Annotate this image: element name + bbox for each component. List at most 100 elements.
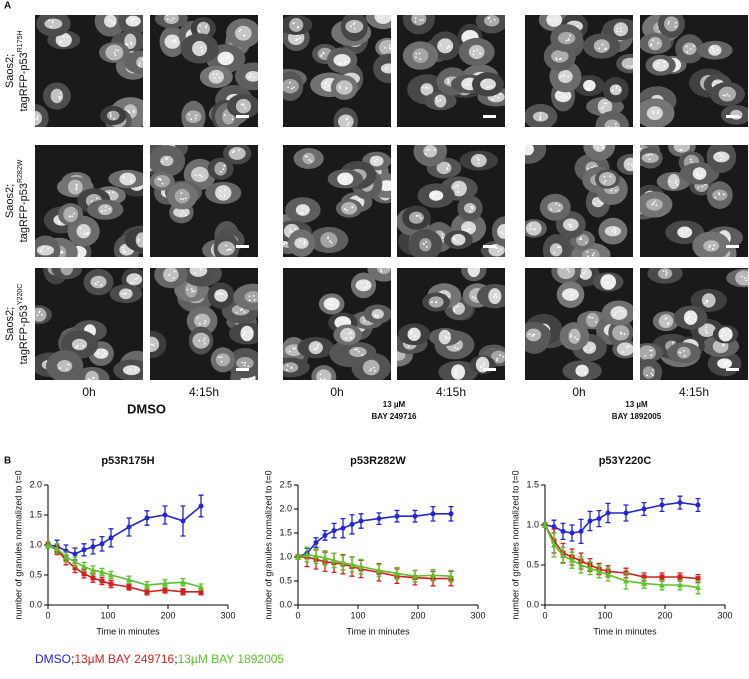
granule xyxy=(187,32,190,35)
nucleus xyxy=(208,69,225,84)
time-label: 0h xyxy=(572,385,585,399)
granule xyxy=(706,331,709,334)
granule xyxy=(109,114,112,117)
micrograph xyxy=(397,265,505,380)
granule xyxy=(85,233,88,235)
cells xyxy=(640,145,743,257)
cells xyxy=(154,15,258,127)
granule xyxy=(569,290,572,293)
granule xyxy=(362,317,365,320)
micrograph xyxy=(397,15,505,127)
granule xyxy=(611,89,614,92)
granule xyxy=(474,266,476,268)
granule xyxy=(285,242,288,244)
x-tick-label: 100 xyxy=(597,610,612,620)
nucleus xyxy=(420,83,434,96)
granule xyxy=(657,42,659,45)
nucleus xyxy=(192,332,210,349)
nucleus xyxy=(547,201,564,213)
nucleus xyxy=(598,171,616,187)
granule xyxy=(560,57,562,60)
granule xyxy=(615,126,617,127)
granule xyxy=(553,251,555,254)
granule xyxy=(243,333,246,336)
granule xyxy=(679,149,682,151)
granule xyxy=(369,369,371,372)
granule xyxy=(597,147,599,150)
nucleus xyxy=(703,240,720,252)
granule xyxy=(310,160,313,163)
time-label: 4:15h xyxy=(679,385,709,399)
nucleus xyxy=(648,36,663,51)
granule xyxy=(298,37,301,40)
granule xyxy=(331,304,334,306)
granule xyxy=(701,174,703,177)
granule xyxy=(678,351,681,354)
granule xyxy=(330,241,333,244)
nucleus xyxy=(568,328,581,344)
granule xyxy=(727,237,730,240)
nucleus xyxy=(126,273,143,286)
granule xyxy=(113,117,116,120)
granule xyxy=(614,127,616,129)
marker xyxy=(126,584,132,590)
marker xyxy=(587,518,593,524)
nucleus xyxy=(583,79,596,92)
granule xyxy=(130,281,133,284)
granule xyxy=(322,51,324,54)
granule xyxy=(292,22,295,25)
granule xyxy=(430,301,433,304)
nucleus xyxy=(333,54,351,67)
marker xyxy=(623,578,629,584)
granule xyxy=(601,43,604,46)
granule xyxy=(144,237,146,239)
granule xyxy=(647,154,650,156)
granule xyxy=(58,97,61,100)
granule xyxy=(345,337,347,340)
granule xyxy=(344,321,347,324)
granule xyxy=(454,346,456,349)
granule xyxy=(573,291,575,294)
granule xyxy=(680,149,683,151)
granule xyxy=(135,187,137,189)
nucleus xyxy=(371,308,384,320)
nucleus xyxy=(234,25,252,41)
granule xyxy=(108,207,111,210)
nucleus xyxy=(125,15,141,27)
nucleus xyxy=(698,323,716,338)
granule xyxy=(60,91,62,94)
granule xyxy=(747,277,748,279)
marker xyxy=(659,582,665,588)
granule xyxy=(563,97,566,99)
granule xyxy=(367,285,369,288)
granule xyxy=(87,378,90,380)
x-tick-label: 100 xyxy=(100,610,115,620)
granule xyxy=(205,24,208,27)
granule xyxy=(59,40,62,43)
granule xyxy=(173,40,175,43)
granule xyxy=(339,87,342,89)
nucleus xyxy=(283,362,299,373)
granule xyxy=(435,96,438,99)
x-axis-label: Time in minutes xyxy=(593,626,657,636)
row-label-name: tagRFP-p53 xyxy=(18,305,30,364)
marker xyxy=(587,565,593,571)
nucleus xyxy=(673,145,691,153)
granule xyxy=(56,266,58,268)
granule xyxy=(592,252,595,255)
granule xyxy=(712,247,714,250)
granule xyxy=(588,316,591,319)
granule xyxy=(244,107,247,109)
nucleus xyxy=(163,15,179,25)
granule xyxy=(36,115,39,118)
granule xyxy=(327,303,330,306)
marker xyxy=(358,518,364,524)
nucleus xyxy=(677,226,693,239)
row-label: tagRFP-p53R175H xyxy=(17,30,30,111)
granule xyxy=(180,197,182,200)
granule xyxy=(203,322,206,325)
granule xyxy=(199,174,202,177)
nucleus xyxy=(60,268,74,276)
granule xyxy=(475,265,477,267)
cells xyxy=(35,169,146,257)
